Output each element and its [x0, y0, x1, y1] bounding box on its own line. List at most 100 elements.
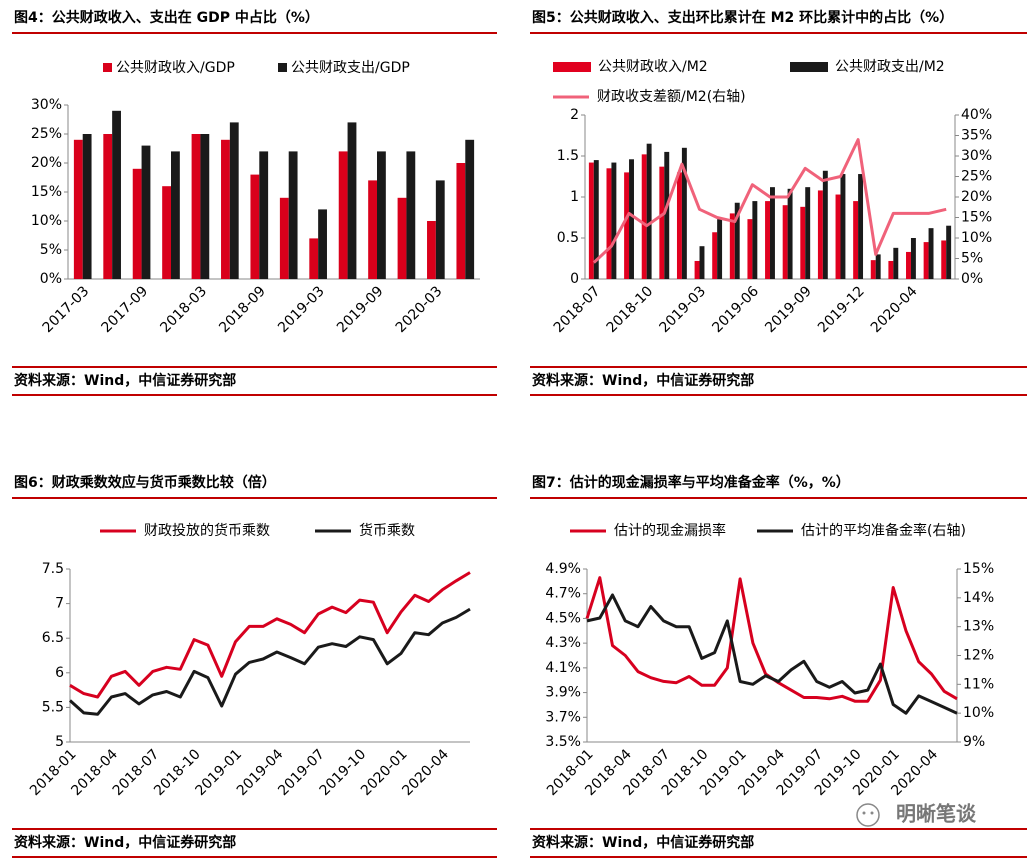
y2-tick-label: 13%	[963, 619, 994, 635]
source: 资料来源：Wind，中信证券研究部	[14, 372, 236, 389]
bar	[162, 186, 171, 279]
bar	[641, 154, 647, 279]
y2-tick-label: 20%	[961, 189, 992, 205]
y-tick-label: 25%	[31, 126, 62, 142]
bar	[664, 151, 670, 279]
bar	[606, 168, 612, 279]
bar	[427, 221, 436, 279]
y2-tick-label: 12%	[963, 648, 994, 664]
bar	[782, 205, 788, 279]
bar	[171, 151, 180, 279]
source-rule	[12, 366, 497, 368]
bar	[309, 238, 319, 279]
y-tick-label: 7	[55, 596, 64, 612]
bar	[435, 180, 445, 279]
bar	[103, 134, 113, 279]
bar	[928, 228, 934, 279]
y2-tick-label: 5%	[961, 251, 983, 267]
y-tick-label: 3.5%	[545, 734, 581, 750]
bar	[822, 170, 828, 279]
x-tick-label: 2019-09	[762, 283, 815, 336]
y-tick-label: 0	[570, 271, 579, 287]
watermark: 明晰笔谈	[896, 802, 977, 826]
legend-swatch	[790, 62, 828, 72]
bar	[888, 260, 894, 279]
y-tick-label: 15%	[31, 184, 62, 200]
source-rule	[530, 828, 1027, 830]
bar	[338, 151, 348, 279]
y2-tick-label: 10%	[961, 230, 992, 246]
y-tick-label: 30%	[31, 97, 62, 113]
bar	[800, 206, 806, 279]
bar	[611, 162, 617, 279]
bar	[805, 187, 811, 279]
bar	[73, 139, 83, 279]
bar	[694, 260, 700, 279]
x-tick-label: 2020-04	[868, 283, 921, 336]
title-rule	[12, 497, 497, 499]
y2-tick-label: 35%	[961, 128, 992, 144]
x-tick-label: 2017-03	[40, 283, 93, 336]
bar	[875, 254, 881, 279]
y-tick-label: 7.5	[42, 561, 64, 577]
bar	[840, 174, 846, 279]
bar	[676, 172, 682, 279]
chart-title: 图5：公共财政收入、支出环比累计在 M2 环比累计中的占比（%）	[532, 9, 953, 26]
x-tick-label: 2018-03	[157, 283, 210, 336]
y2-tick-label: 25%	[961, 169, 992, 185]
bar	[835, 194, 841, 279]
source-rule	[530, 394, 1027, 396]
y-tick-label: 1	[570, 189, 579, 205]
bar	[593, 160, 599, 279]
bar	[770, 187, 775, 279]
bar	[588, 162, 594, 279]
y-tick-label: 10%	[31, 213, 62, 229]
bar	[141, 145, 151, 279]
x-tick-label: 2018-10	[604, 283, 657, 336]
chart-title: 图6：财政乘数效应与货币乘数比较（倍）	[14, 474, 276, 491]
y2-tick-label: 15%	[961, 210, 992, 226]
y2-tick-label: 10%	[963, 705, 994, 721]
chart-title: 图7：估计的现金漏损率与平均准备金率（%，%）	[532, 474, 850, 491]
bar	[910, 238, 916, 279]
bar	[629, 159, 634, 279]
x-tick-label: 2018-09	[216, 283, 269, 336]
y-tick-label: 4.5%	[545, 610, 581, 626]
y-tick-label: 5	[55, 734, 64, 750]
bar	[221, 139, 230, 279]
source-rule	[530, 366, 1027, 368]
bar	[368, 180, 377, 279]
y2-tick-label: 0%	[961, 271, 983, 287]
bar	[712, 232, 718, 279]
watermark-icon	[856, 803, 880, 827]
legend-label: 估计的现金漏损率	[614, 522, 726, 539]
bar	[347, 122, 357, 280]
line	[592, 138, 947, 264]
bar	[941, 240, 947, 279]
x-tick-label: 2020-04	[399, 746, 452, 799]
bar	[906, 251, 911, 279]
legend-label: 公共财政收入/GDP	[116, 60, 235, 76]
source-rule	[12, 828, 497, 830]
y-tick-label: 6.5	[42, 630, 64, 646]
source: 资料来源：Wind，中信证券研究部	[14, 834, 236, 851]
bar	[456, 163, 466, 279]
y2-tick-label: 15%	[963, 561, 994, 577]
legend-swatch	[553, 62, 591, 72]
legend-label: 公共财政收入/M2	[598, 59, 708, 75]
bar	[112, 110, 121, 279]
legend-label: 估计的平均准备金率(右轴)	[801, 522, 966, 539]
bar	[734, 202, 740, 279]
bar	[893, 247, 899, 279]
bar	[229, 122, 239, 280]
y-tick-label: 3.9%	[545, 685, 581, 701]
bar	[318, 209, 327, 279]
bar	[288, 151, 298, 279]
bar	[923, 242, 929, 279]
bar	[765, 201, 770, 279]
bar	[82, 134, 92, 279]
source: 资料来源：Wind，中信证券研究部	[532, 834, 754, 851]
y-tick-label: 0.5	[557, 230, 579, 246]
legend-label: 货币乘数	[359, 522, 415, 539]
y-tick-label: 3.7%	[545, 709, 581, 725]
